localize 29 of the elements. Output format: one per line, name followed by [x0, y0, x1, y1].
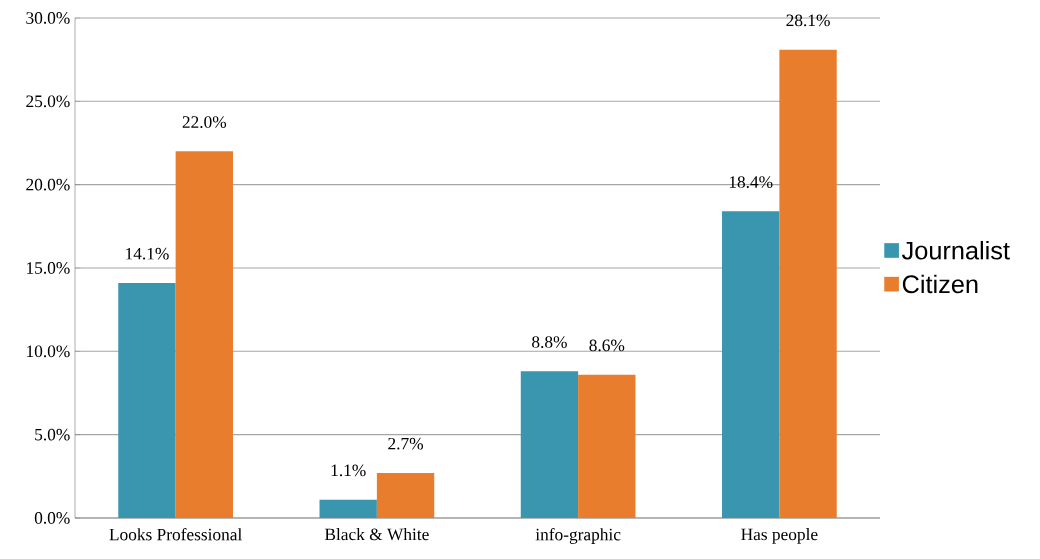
data-label: 22.0%: [182, 116, 227, 128]
legend-label: Citizen: [902, 274, 978, 294]
bar: [520, 371, 579, 518]
bar: [376, 472, 435, 518]
x-tick-label: info-graphic: [535, 528, 621, 544]
bar: [175, 151, 233, 518]
bar: [722, 211, 780, 518]
x-tick-label: Black & White: [324, 528, 429, 541]
y-tick-label: 25.0%: [26, 95, 70, 108]
data-label: 28.1%: [786, 14, 830, 27]
legend-label: Journalist: [902, 240, 1010, 260]
bar: [319, 499, 377, 518]
data-label: 8.8%: [532, 336, 567, 348]
x-tick-label: Looks Professional: [109, 528, 242, 541]
data-label: 18.4%: [729, 176, 773, 188]
y-tick-label: 20.0%: [26, 178, 70, 191]
y-tick-label: 30.0%: [26, 12, 70, 24]
bar: [779, 49, 837, 518]
bar: [578, 374, 636, 518]
bar: [118, 282, 176, 518]
y-tick-label: 15.0%: [27, 262, 70, 274]
y-tick-label: 5.0%: [35, 428, 70, 441]
x-tick-label: Has people: [741, 528, 818, 544]
y-tick-label: 0.0%: [34, 512, 70, 524]
data-label: 1.1%: [331, 464, 366, 477]
data-label: 14.1%: [126, 247, 169, 260]
data-label: 8.6%: [589, 339, 625, 352]
data-label: 2.7%: [388, 437, 424, 450]
y-tick-label: 10.0%: [27, 345, 70, 358]
